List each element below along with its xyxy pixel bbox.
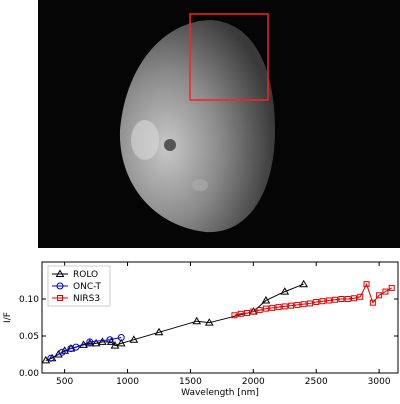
crater <box>164 139 176 151</box>
marker <box>98 337 107 345</box>
series-line <box>50 336 122 359</box>
marker <box>256 307 263 314</box>
marker <box>325 297 332 304</box>
roi-box <box>189 13 269 101</box>
marker <box>306 300 313 307</box>
marker <box>106 336 114 344</box>
marker <box>388 284 395 291</box>
marker <box>269 304 276 311</box>
marker <box>41 355 51 364</box>
marker <box>369 299 376 306</box>
marker <box>117 333 125 341</box>
legend-marker <box>55 269 65 277</box>
legend-marker <box>57 295 63 301</box>
marker <box>47 354 55 362</box>
marker <box>376 292 383 299</box>
y-tick-label: 0.05 <box>19 332 39 342</box>
legend-label: ROLO <box>73 270 98 280</box>
marker <box>338 296 345 302</box>
x-tick-label: 500 <box>56 377 73 387</box>
x-tick-label: 1500 <box>179 377 202 387</box>
x-tick-label: 2500 <box>305 377 328 387</box>
marker <box>67 345 75 353</box>
marker <box>332 296 339 303</box>
marker <box>344 296 351 302</box>
bright-area <box>131 120 159 160</box>
x-axis-label: Wavelength [nm] <box>181 388 259 398</box>
marker <box>275 304 282 311</box>
marker <box>231 312 238 319</box>
marker <box>281 303 288 310</box>
marker <box>261 295 271 304</box>
marker <box>319 298 326 305</box>
marker <box>350 295 357 302</box>
legend-label: ONC-T <box>73 282 102 292</box>
x-tick-label: 1000 <box>116 377 139 387</box>
y-axis-label: I/F <box>3 312 13 323</box>
marker <box>357 293 364 300</box>
marker <box>382 288 389 295</box>
marker <box>280 287 290 295</box>
plot: 500 1000 1500 2000 2500 3000 0.00 0.05 0.10 Wavel… <box>3 261 399 398</box>
marker <box>110 341 120 349</box>
marker <box>72 343 80 351</box>
marker <box>91 338 101 347</box>
x-tick-label: 2000 <box>242 377 265 387</box>
marker <box>288 302 295 309</box>
bright-spot <box>192 179 208 191</box>
marker <box>250 308 257 315</box>
marker <box>86 338 94 346</box>
legend-marker <box>56 282 64 290</box>
legend-label: NIRS3 <box>73 294 100 304</box>
marker <box>294 301 301 308</box>
marker <box>299 279 309 288</box>
marker <box>313 298 320 305</box>
marker <box>363 281 370 288</box>
marker <box>300 301 307 308</box>
x-tick-label: 3000 <box>368 377 391 387</box>
marker <box>79 340 88 348</box>
marker <box>262 305 269 312</box>
marker <box>154 327 164 336</box>
marker <box>192 316 202 325</box>
y-tick-label: 0.10 <box>19 295 39 305</box>
marker <box>129 335 139 343</box>
moon <box>119 20 275 233</box>
marker <box>244 310 251 317</box>
marker <box>204 318 214 326</box>
marker <box>58 348 66 356</box>
y-tick-label: 0.00 <box>19 369 39 379</box>
marker <box>237 310 244 317</box>
marker <box>116 338 126 347</box>
